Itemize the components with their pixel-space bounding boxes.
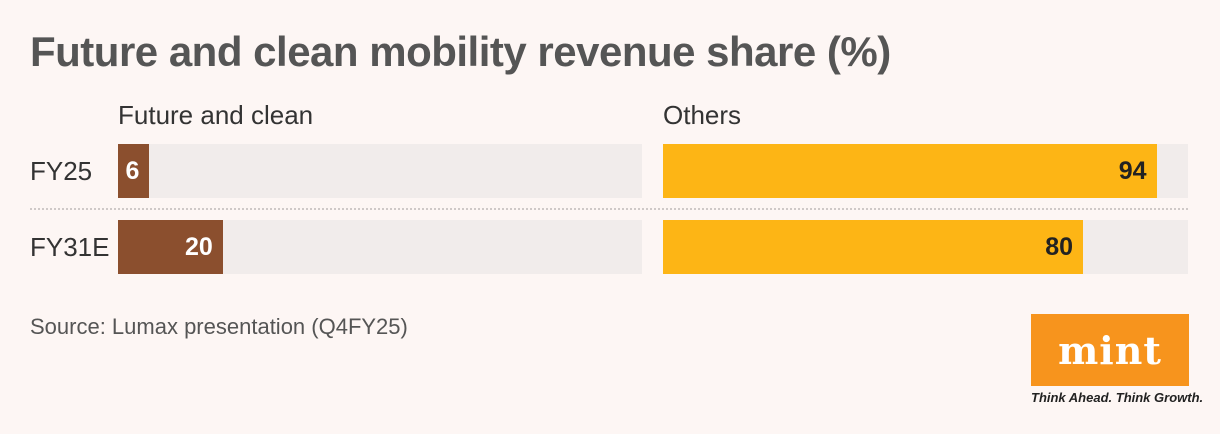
logo-tagline: Think Ahead. Think Growth. (1031, 390, 1204, 405)
source-note: Source: Lumax presentation (Q4FY25) (30, 314, 408, 339)
chart-title: Future and clean mobility revenue share … (30, 28, 891, 75)
bar-track: 20 (118, 220, 642, 274)
bar-others-fy25 (663, 144, 1157, 198)
series-header-future-and-clean: Future and clean (118, 100, 314, 130)
bar-value-label: 80 (1045, 233, 1073, 261)
series-header-others: Others (663, 100, 742, 130)
logo-text: mint (1058, 327, 1162, 373)
row-label-fy31e: FY31E (30, 232, 110, 262)
bar-track: 6 (118, 144, 642, 198)
bar-value-label: 94 (1118, 157, 1147, 185)
bar-others-fy31e (663, 220, 1083, 274)
bar-future-and-clean-fy31e (118, 220, 223, 274)
row-label-fy25: FY25 (30, 156, 93, 186)
row-divider (30, 208, 1188, 210)
bar-value-label: 6 (125, 157, 140, 185)
bar-value-label: 20 (184, 233, 213, 261)
bar-future-and-clean-fy25 (118, 144, 150, 198)
bar-track: 94 (663, 144, 1188, 198)
bar-track: 80 (663, 220, 1188, 274)
mint-logo: mint (1031, 314, 1189, 386)
